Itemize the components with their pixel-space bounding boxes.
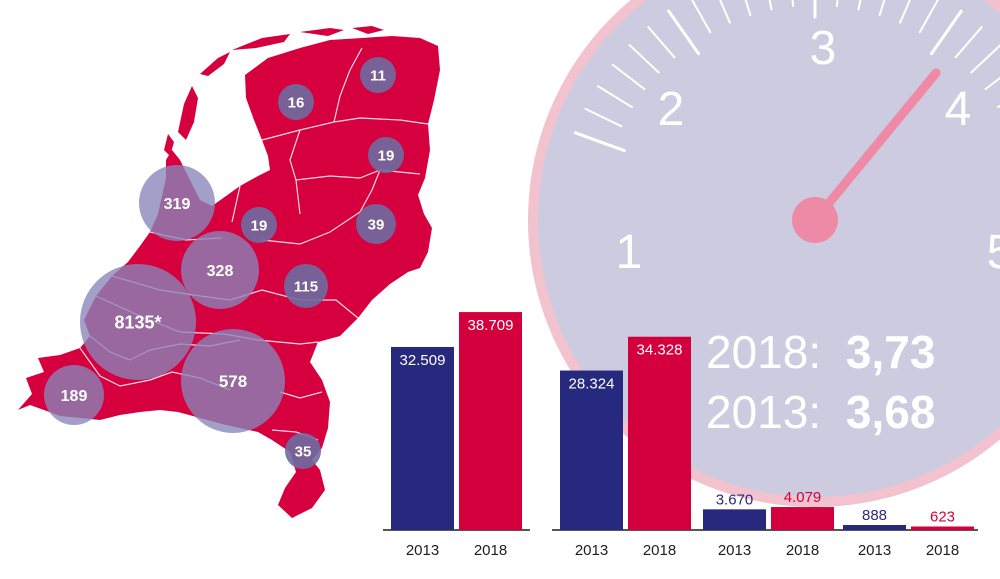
region-value-label: 328	[207, 263, 234, 280]
bar-charts: 32.509 2013 38.709 2018 28.324 2013 34.328 2018…	[383, 312, 978, 559]
gauge-tick	[691, 0, 712, 34]
region-bubble	[278, 84, 314, 120]
bar-value-label: 34.328	[637, 342, 683, 359]
x-tick-label: 2018	[926, 542, 959, 559]
speedometer-rim	[528, 0, 1000, 507]
island-ameland	[300, 28, 344, 36]
bar-value-label: 4.079	[784, 489, 822, 506]
region-bubble	[139, 165, 215, 241]
needle-hub	[792, 197, 838, 243]
x-tick-label: 2018	[643, 542, 676, 559]
bar-value-label: 28.324	[569, 376, 615, 393]
gauge-tick	[954, 26, 983, 59]
gauge-tick	[744, 0, 752, 16]
gauge-tick	[647, 26, 676, 59]
map-bubbles: 16 11 19 319 19 39 328 115 8135* 578 189 35	[44, 57, 404, 469]
score-2013-year: 2013:	[706, 386, 821, 438]
x-tick-label: 2013	[406, 542, 439, 559]
island-terschelling	[232, 34, 290, 50]
region-bubble	[80, 264, 196, 380]
gauge-tick	[628, 44, 660, 74]
score-2018: 2018: 3,73	[706, 326, 935, 378]
score-2013: 2013: 3,68	[706, 386, 935, 438]
x-tick-label: 2013	[858, 542, 891, 559]
bar-value-label: 623	[930, 508, 955, 525]
region-bubble	[360, 57, 396, 93]
region-bubble	[44, 365, 104, 425]
bar-2018	[771, 507, 834, 530]
region-bubble	[368, 137, 404, 173]
island-texel	[178, 86, 198, 140]
x-tick-label: 2013	[718, 542, 751, 559]
region-bubble	[285, 433, 321, 469]
speedometer-ticks	[573, 0, 1000, 153]
gauge-tick	[667, 9, 701, 56]
region-value-label: 319	[164, 196, 191, 213]
region-value-label: 19	[251, 217, 268, 234]
region-bubble	[181, 231, 259, 309]
gauge-scores: 2018: 3,73 2013: 3,68	[706, 326, 935, 438]
dial-number-1: 1	[616, 226, 643, 279]
region-value-label: 115	[294, 278, 318, 295]
gauge-tick	[918, 0, 939, 34]
gauge-tick	[878, 0, 886, 16]
island-schiermonnikoog	[352, 26, 384, 34]
region-value-label: 189	[61, 388, 88, 405]
bar-2013	[843, 525, 906, 530]
region-bubble	[241, 207, 277, 243]
dial-number-4: 4	[945, 83, 972, 136]
bar-value-label: 3.670	[716, 491, 754, 508]
score-2018-year: 2018:	[706, 326, 821, 378]
bar-2013	[391, 346, 454, 530]
gauge-tick	[857, 0, 862, 11]
gauge-tick	[768, 0, 773, 11]
speedometer-needle	[810, 68, 941, 225]
dial-number-5: 5	[987, 226, 1000, 279]
region-bubble	[356, 204, 396, 244]
region-value-label: 35	[295, 443, 312, 460]
region-bubble	[181, 329, 285, 433]
x-tick-label: 2018	[474, 542, 507, 559]
bar-2018	[911, 526, 974, 530]
bar-2013	[560, 370, 623, 530]
x-tick-label: 2013	[575, 542, 608, 559]
gauge-tick	[573, 131, 626, 153]
bar-value-label: 888	[862, 507, 887, 524]
dial-number-2: 2	[658, 83, 685, 136]
gauge-tick	[611, 63, 646, 91]
score-2013-value: 3,68	[846, 386, 936, 438]
gauge-tick	[899, 0, 911, 24]
gauge-tick	[719, 0, 731, 24]
gauge-tick	[984, 76, 1000, 91]
bar-2013	[703, 509, 766, 530]
x-tick-label: 2018	[786, 542, 819, 559]
region-value-label: 19	[378, 147, 395, 164]
gauge-tick	[596, 85, 634, 109]
gauge-tick	[970, 44, 1000, 74]
island-northwest	[164, 134, 174, 156]
region-value-label: 8135*	[114, 312, 161, 332]
dial-number-3: 3	[810, 22, 837, 75]
region-value-label: 11	[370, 67, 386, 84]
bar-value-label: 38.709	[468, 317, 514, 334]
gauge-tick	[929, 9, 963, 56]
bar-2018	[459, 312, 522, 530]
region-value-label: 39	[368, 216, 385, 233]
bar-value-label: 32.509	[400, 352, 446, 369]
region-value-label: 16	[288, 94, 305, 111]
bar-2018	[628, 336, 691, 530]
score-2018-value: 3,73	[846, 326, 936, 378]
region-value-label: 578	[219, 372, 247, 391]
gauge-tick	[584, 107, 623, 128]
island-vlieland	[200, 52, 230, 76]
region-bubble	[284, 264, 328, 308]
